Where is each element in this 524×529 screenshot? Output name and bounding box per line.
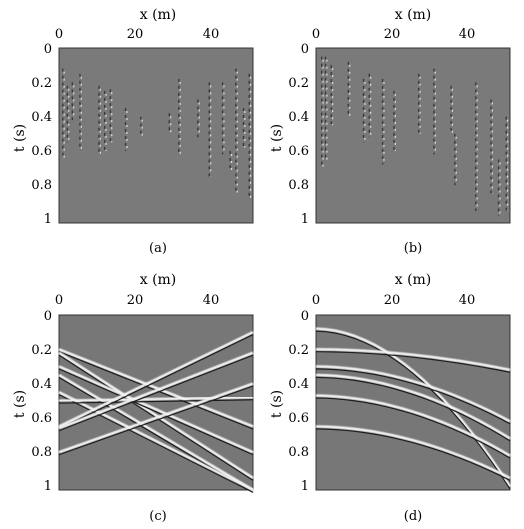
xticks-b: 0 20 40	[312, 27, 475, 42]
yticks-a: 0 0.2 0.4 0.6 0.8 1	[31, 42, 52, 227]
event-dark-5	[58, 399, 254, 404]
ytick-d-5: 1	[301, 479, 309, 494]
event-light-4	[58, 391, 254, 492]
ytick-d-2: 0.4	[288, 377, 309, 392]
xtick-a-1: 20	[127, 27, 144, 42]
event-light-1	[315, 348, 511, 372]
xticks-c: 0 20 40	[55, 293, 219, 308]
ytick-a-5: 1	[44, 212, 52, 227]
event-light-8	[58, 382, 254, 454]
yticks-d: 0 0.2 0.4 0.6 0.8 1	[288, 309, 309, 494]
image-d	[315, 314, 511, 491]
ytick-a-4: 0.8	[31, 178, 52, 193]
xtick-a-2: 40	[203, 27, 220, 42]
ytick-b-1: 0.2	[288, 76, 309, 91]
event-dark-8	[58, 385, 254, 456]
xlabel-d: x (m)	[395, 272, 432, 288]
ylabel-d: t (s)	[269, 390, 285, 418]
xticks-a: 0 20 40	[55, 27, 219, 42]
panel-a: x (m) 0 20 40 0 0.2 0.4 0.6 0.8 1 t (s) …	[12, 7, 254, 256]
xlabel-a: x (m)	[140, 7, 177, 23]
ytick-d-0: 0	[301, 309, 309, 324]
ytick-b-0: 0	[301, 42, 309, 57]
marks-d	[315, 327, 512, 490]
ylabel-b: t (s)	[269, 124, 285, 152]
xtick-d-2: 40	[459, 293, 476, 308]
ylabel-a: t (s)	[12, 124, 28, 152]
xtick-b-2: 40	[459, 27, 476, 42]
caption-b: (b)	[404, 241, 422, 256]
event-light-4	[315, 394, 511, 457]
ytick-c-5: 1	[44, 479, 52, 494]
ytick-c-0: 0	[44, 309, 52, 324]
ytick-b-5: 1	[301, 212, 309, 227]
ytick-a-3: 0.6	[31, 144, 52, 159]
ytick-a-1: 0.2	[31, 76, 52, 91]
marks-c	[58, 330, 254, 493]
event-light-5	[315, 425, 511, 480]
xticks-d: 0 20 40	[312, 293, 475, 308]
event-light-1	[58, 351, 254, 480]
yticks-b: 0 0.2 0.4 0.6 0.8 1	[288, 42, 309, 227]
ytick-b-4: 0.8	[288, 178, 309, 193]
event-dark-1	[315, 351, 511, 373]
event-dark-7	[58, 354, 254, 432]
xtick-c-0: 0	[55, 293, 63, 308]
xtick-d-0: 0	[312, 293, 320, 308]
ytick-c-3: 0.6	[31, 411, 52, 426]
caption-d: (d)	[404, 509, 422, 524]
ytick-c-1: 0.2	[31, 343, 52, 358]
event-light-6	[58, 330, 254, 428]
ytick-a-0: 0	[44, 42, 52, 57]
panel-c: x (m) 0 20 40 0 0.2 0.4 0.6 0.8 1 t (s) …	[12, 272, 254, 524]
event-dark-2	[58, 368, 254, 456]
caption-a: (a)	[149, 241, 167, 256]
ytick-a-2: 0.4	[31, 110, 52, 125]
event-light-2	[58, 365, 254, 454]
event-light-3	[58, 373, 254, 492]
ytick-c-2: 0.4	[31, 377, 52, 392]
image-b	[315, 47, 511, 224]
event-light-3	[315, 373, 511, 440]
marks-b	[321, 56, 509, 217]
ytick-b-3: 0.6	[288, 144, 309, 159]
panel-d: x (m) 0 20 40 0 0.2 0.4 0.6 0.8 1 t (s) …	[269, 272, 512, 524]
event-dark-3	[315, 376, 511, 442]
xtick-d-1: 20	[384, 293, 401, 308]
event-light-7	[58, 351, 254, 430]
ytick-d-3: 0.6	[288, 411, 309, 426]
event-dark-6	[58, 334, 254, 430]
xtick-b-1: 20	[384, 27, 401, 42]
ytick-d-4: 0.8	[288, 445, 309, 460]
event-light-2	[315, 365, 511, 423]
image-a	[58, 47, 254, 224]
event-dark-2	[315, 368, 511, 425]
event-dark-0	[315, 330, 511, 490]
xlabel-c: x (m)	[140, 272, 177, 288]
ytick-c-4: 0.8	[31, 445, 52, 460]
ytick-b-2: 0.4	[288, 110, 309, 125]
xtick-c-2: 40	[203, 293, 220, 308]
event-dark-5	[315, 428, 511, 481]
xlabel-b: x (m)	[395, 7, 432, 23]
event-light-0	[58, 348, 254, 428]
xtick-b-0: 0	[312, 27, 320, 42]
ylabel-c: t (s)	[12, 390, 28, 418]
panel-b: x (m) 0 20 40 0 0.2 0.4 0.6 0.8 1 t (s) …	[269, 7, 511, 256]
xtick-a-0: 0	[55, 27, 63, 42]
ytick-d-1: 0.2	[288, 343, 309, 358]
event-dark-4	[315, 397, 511, 459]
marks-a	[62, 68, 252, 199]
yticks-c: 0 0.2 0.4 0.6 0.8 1	[31, 309, 52, 494]
caption-c: (c)	[149, 509, 166, 524]
xtick-c-1: 20	[127, 293, 144, 308]
